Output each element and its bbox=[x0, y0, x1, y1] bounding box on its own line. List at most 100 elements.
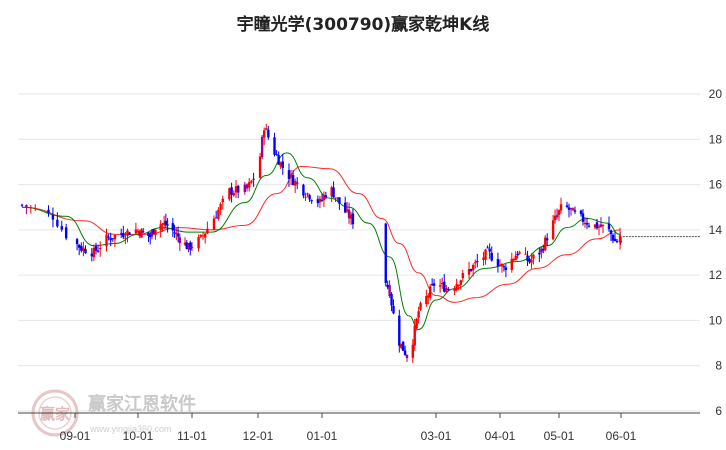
chart-title: 宇瞳光学(300790)赢家乾坤K线 bbox=[236, 15, 490, 35]
candle-body bbox=[150, 231, 154, 237]
candle-body bbox=[190, 246, 194, 248]
candle-body bbox=[502, 266, 506, 268]
candle-body bbox=[161, 223, 164, 225]
x-tick-label: 12-01 bbox=[243, 429, 274, 443]
candle-body bbox=[553, 215, 557, 221]
candle-body bbox=[124, 237, 127, 239]
candle-body bbox=[212, 218, 216, 230]
candle-body bbox=[411, 344, 415, 358]
candle-body bbox=[197, 237, 200, 249]
candle-body bbox=[277, 155, 280, 165]
candle-body bbox=[599, 224, 603, 227]
candle-body bbox=[162, 222, 166, 224]
candle-body bbox=[237, 185, 240, 193]
candle-body bbox=[618, 235, 622, 243]
x-tick-label: 04-01 bbox=[485, 429, 516, 443]
candle-body bbox=[60, 226, 63, 230]
candle-body bbox=[199, 234, 202, 237]
candle-body bbox=[569, 207, 573, 210]
watermark-seal-text: 赢家 bbox=[40, 405, 70, 423]
candle-body bbox=[542, 249, 545, 251]
candle-body bbox=[29, 207, 33, 209]
x-tick-label: 11-01 bbox=[177, 429, 207, 443]
candle-body bbox=[308, 194, 311, 200]
candle-body bbox=[304, 196, 307, 198]
candle-body bbox=[336, 197, 339, 199]
candle-body bbox=[84, 248, 87, 254]
candle-body bbox=[183, 242, 187, 245]
candle-body bbox=[583, 223, 587, 225]
candle-body bbox=[540, 248, 543, 253]
candle-body bbox=[518, 252, 521, 254]
candle-body bbox=[126, 230, 129, 236]
candle-body bbox=[445, 287, 448, 292]
candle-body bbox=[546, 238, 549, 241]
candle-body bbox=[291, 175, 295, 185]
candle-body bbox=[388, 285, 391, 297]
candle-body bbox=[432, 283, 436, 286]
watermark-brand: 赢家江恩软件 bbox=[88, 393, 196, 415]
candle-body bbox=[401, 341, 405, 351]
candle-body bbox=[474, 262, 477, 264]
candle-body bbox=[443, 281, 446, 292]
candle-body bbox=[111, 238, 114, 240]
candle-body bbox=[201, 235, 205, 237]
candle-body bbox=[230, 187, 233, 195]
candle-body bbox=[476, 261, 479, 263]
candle-body bbox=[302, 184, 305, 196]
candle-body bbox=[320, 199, 324, 201]
candle-body bbox=[415, 318, 418, 329]
candle-body bbox=[187, 243, 190, 250]
candle-body bbox=[609, 230, 613, 235]
y-axis-ticks: 6 8 10 12 14 16 18 20 bbox=[709, 87, 723, 418]
candle-body bbox=[581, 213, 585, 222]
candle-body bbox=[166, 224, 169, 226]
candle-body bbox=[293, 180, 297, 186]
candle-body bbox=[440, 283, 444, 285]
candle-body bbox=[252, 178, 255, 180]
candle-body bbox=[250, 180, 253, 183]
candle-body bbox=[345, 209, 349, 212]
ma-short-line bbox=[21, 152, 620, 330]
candle-body bbox=[281, 161, 284, 168]
candle-body bbox=[613, 238, 617, 242]
candle-body bbox=[56, 219, 59, 227]
candle-body bbox=[82, 247, 85, 252]
candle-body bbox=[152, 229, 155, 235]
candle-body bbox=[551, 220, 555, 240]
candle-body bbox=[20, 204, 24, 206]
y-tick-label: 8 bbox=[715, 359, 722, 373]
candle-body bbox=[453, 288, 456, 292]
candle-body bbox=[587, 225, 591, 227]
candle-body bbox=[597, 226, 601, 228]
candle-body bbox=[310, 200, 313, 202]
candle-body bbox=[78, 244, 81, 248]
candle-body bbox=[526, 255, 529, 261]
candle-body bbox=[316, 199, 320, 204]
candle-body bbox=[267, 129, 270, 138]
candle-body bbox=[94, 246, 98, 251]
y-tick-label: 6 bbox=[715, 404, 722, 418]
candle-body bbox=[128, 232, 131, 235]
x-tick-label: 10-01 bbox=[123, 429, 154, 443]
candle-body bbox=[351, 213, 355, 225]
candle-body bbox=[555, 215, 559, 218]
candle-body bbox=[176, 233, 180, 237]
candle-body bbox=[615, 240, 619, 243]
candle-body bbox=[258, 156, 262, 178]
candle-body bbox=[159, 224, 162, 231]
candle-body bbox=[486, 247, 489, 249]
candle-body bbox=[289, 174, 293, 178]
candle-body bbox=[334, 197, 337, 199]
candle-body bbox=[338, 197, 341, 204]
candle-body bbox=[390, 294, 393, 306]
candle-body bbox=[611, 234, 615, 241]
candle-body bbox=[447, 289, 450, 291]
candle-body bbox=[215, 217, 218, 219]
candle-body bbox=[99, 248, 102, 250]
moving-averages bbox=[21, 152, 700, 330]
candle-body bbox=[96, 250, 100, 253]
x-axis-ticks: 09-01 10-01 11-01 12-01 01-01 03-01 04-01 05-01… bbox=[60, 413, 637, 443]
candle-body bbox=[262, 130, 266, 138]
